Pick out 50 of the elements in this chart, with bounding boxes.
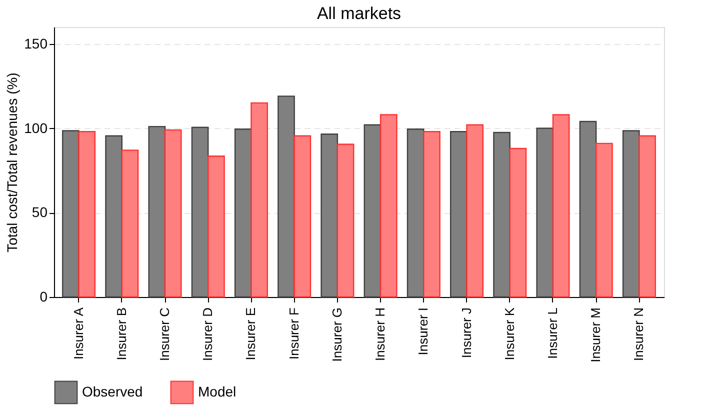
bar <box>509 148 527 298</box>
bar <box>105 135 122 298</box>
bar <box>622 130 640 298</box>
x-tick-label: Insurer K <box>502 307 517 360</box>
bar <box>121 150 139 298</box>
x-tick-label: Insurer I <box>416 308 431 356</box>
x-tick-label: Insurer F <box>286 307 302 360</box>
bar <box>423 131 440 298</box>
legend-label: Observed <box>82 383 143 400</box>
chart-title: All markets <box>316 4 402 23</box>
x-tick-label: Insurer G <box>329 308 344 362</box>
bar <box>278 96 295 298</box>
legend-label: Model <box>198 383 236 400</box>
bar <box>234 128 252 298</box>
y-axis-title: Total cost/Total revenues (%) <box>4 72 20 252</box>
bar <box>552 114 570 298</box>
bar <box>536 128 554 298</box>
y-tick-label: 0 <box>40 288 48 304</box>
x-tick-label: Insurer E <box>243 307 258 360</box>
bar <box>250 102 268 298</box>
x-tick-label: Insurer N <box>631 308 646 361</box>
y-tick-label: 150 <box>24 35 48 52</box>
bar <box>208 155 225 298</box>
y-tick-label: 100 <box>24 120 48 136</box>
bar <box>336 144 354 298</box>
bar <box>638 135 656 298</box>
x-tick-label: Insurer H <box>372 308 388 361</box>
bar <box>62 130 80 298</box>
x-tick-label: Insurer L <box>544 308 560 359</box>
bar <box>596 142 613 298</box>
bar <box>294 135 312 298</box>
x-tick-label: Insurer C <box>157 308 172 361</box>
bar <box>78 131 96 298</box>
bar <box>406 128 424 298</box>
bar <box>191 126 209 298</box>
x-tick-label: Insurer M <box>588 308 604 362</box>
bar <box>320 134 338 298</box>
y-tick-label: 50 <box>32 204 48 220</box>
x-tick-label: Insurer A <box>70 307 86 360</box>
bar <box>450 131 468 298</box>
bar <box>364 124 382 298</box>
x-tick-label: Insurer J <box>458 308 474 358</box>
x-tick-label: Insurer B <box>114 308 129 360</box>
bar <box>466 124 484 298</box>
bar <box>579 120 597 298</box>
x-tick-label: Insurer D <box>200 308 216 361</box>
bar <box>164 129 182 298</box>
bar <box>493 132 510 298</box>
bar <box>380 114 398 298</box>
bar <box>148 126 166 298</box>
